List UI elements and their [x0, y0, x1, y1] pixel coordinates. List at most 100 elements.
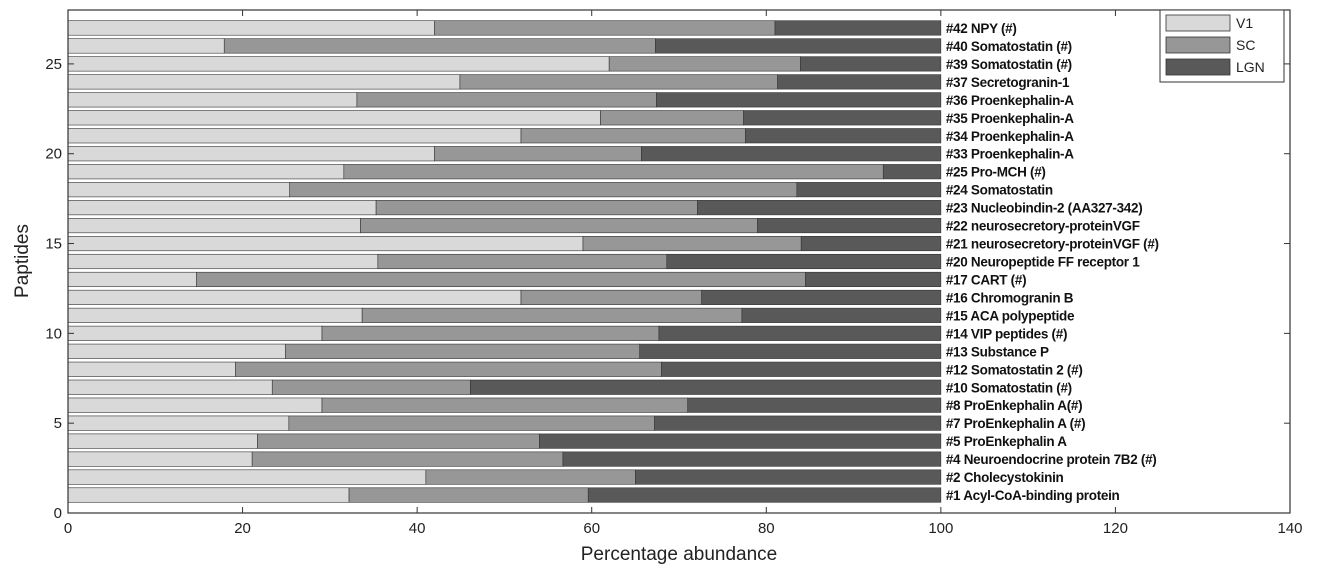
bar-segment-sc-5	[288, 415, 655, 431]
bar-segment-lgn-2	[635, 469, 942, 485]
bar-segment-v1-6	[67, 397, 323, 413]
bar-segment-lgn-9	[639, 343, 942, 359]
bar-segment-lgn-22	[743, 110, 942, 126]
bar-segment-v1-21	[67, 128, 522, 144]
bar-segment-v1-25	[67, 56, 610, 72]
bar-segment-v1-24	[67, 74, 461, 90]
bar-segment-lgn-25	[800, 56, 942, 72]
bar-segment-sc-14	[377, 253, 668, 270]
bar-label: #12 Somatostatin 2 (#)	[946, 362, 1083, 377]
y-tick-label: 25	[45, 56, 62, 73]
bar-segment-v1-15	[67, 235, 584, 252]
y-tick-label: 10	[45, 325, 62, 342]
bar-segment-lgn-12	[701, 289, 942, 305]
bar-label: #1 Acyl-CoA-binding protein	[946, 488, 1120, 503]
bar-segment-sc-20	[434, 146, 642, 162]
bar-segment-v1-1	[67, 487, 350, 503]
bar-segment-v1-18	[67, 182, 291, 198]
bar-label: #42 NPY (#)	[946, 21, 1017, 36]
bar-segment-lgn-18	[796, 182, 942, 198]
bar-label: #4 Neuroendocrine protein 7B2 (#)	[946, 452, 1157, 467]
bar-segment-lgn-4	[539, 433, 942, 449]
bar-label: #21 neurosecretory-proteinVGF (#)	[946, 237, 1159, 252]
bar-segment-sc-10	[321, 325, 660, 341]
bar-segment-sc-8	[235, 361, 662, 377]
bar-label: #20 Neuropeptide FF receptor 1	[946, 255, 1140, 270]
x-tick-label: 0	[64, 520, 72, 537]
bar-label: #37 Secretogranin-1	[946, 75, 1070, 90]
bar-segment-sc-25	[608, 56, 801, 72]
bar-segment-sc-13	[196, 271, 806, 288]
bar-segment-v1-7	[67, 379, 273, 395]
y-tick-label: 15	[45, 236, 62, 253]
bar-segment-lgn-14	[666, 253, 942, 270]
y-tick-label: 0	[54, 505, 62, 522]
bar-label: #2 Cholecystokinin	[946, 470, 1064, 485]
bar-segment-lgn-19	[882, 164, 942, 180]
bar-segment-sc-12	[520, 289, 702, 305]
legend: V1 SC LGN	[1159, 9, 1285, 83]
bar-segment-sc-11	[361, 307, 743, 323]
bar-segment-v1-19	[67, 164, 345, 180]
bar-segment-sc-18	[289, 182, 798, 198]
bar-segment-lgn-16	[757, 218, 942, 234]
bar-segment-sc-15	[582, 235, 802, 252]
bar-segment-sc-17	[375, 200, 698, 216]
bar-label: #8 ProEnkephalin A(#)	[946, 398, 1083, 413]
bar-segment-lgn-10	[658, 325, 942, 341]
x-tick-label: 40	[409, 520, 426, 537]
bar-segment-sc-22	[600, 110, 744, 126]
bar-label: #16 Chromogranin B	[946, 290, 1074, 305]
bar-segment-lgn-15	[800, 235, 942, 252]
bar-label: #34 Proenkephalin-A	[946, 129, 1074, 144]
bar-segment-sc-3	[251, 451, 564, 467]
bar-segment-lgn-6	[687, 397, 942, 413]
legend-swatch-sc	[1165, 36, 1231, 54]
bar-segment-sc-7	[271, 379, 471, 395]
bar-label: #17 CART (#)	[946, 272, 1026, 287]
bar-segment-sc-24	[459, 74, 778, 90]
bar-segment-sc-6	[321, 397, 689, 413]
bar-label: #5 ProEnkephalin A	[946, 434, 1067, 449]
x-tick-label: 120	[1103, 520, 1128, 537]
bar-segment-v1-8	[67, 361, 236, 377]
bar-segment-v1-14	[67, 253, 379, 270]
x-tick-label: 100	[928, 520, 953, 537]
y-axis: 0 5 10 15 20 25	[45, 56, 1290, 522]
x-tick-label: 20	[234, 520, 251, 537]
bar-segment-lgn-24	[777, 74, 942, 90]
bar-segment-v1-26	[67, 38, 225, 54]
bar-segment-v1-23	[67, 92, 358, 108]
bar-segment-lgn-13	[805, 271, 942, 288]
bar-label: #40 Somatostatin (#)	[946, 39, 1072, 54]
x-tick-label: 80	[758, 520, 775, 537]
bar-segment-v1-10	[67, 325, 323, 341]
bar-label: #36 Proenkephalin-A	[946, 93, 1074, 108]
legend-swatch-v1	[1165, 14, 1231, 32]
bar-segment-v1-12	[67, 289, 522, 305]
bar-segment-v1-3	[67, 451, 253, 467]
bar-segment-lgn-27	[774, 20, 942, 36]
bar-segment-sc-16	[360, 218, 758, 234]
bar-segment-sc-9	[285, 343, 641, 359]
bar-segment-lgn-23	[656, 92, 942, 108]
bar-segment-sc-19	[343, 164, 884, 180]
bar-segment-sc-26	[223, 38, 656, 54]
bar-label: #22 neurosecretory-proteinVGF	[946, 219, 1140, 234]
bar-label: #7 ProEnkephalin A (#)	[946, 416, 1085, 431]
bar-labels-layer: #1 Acyl-CoA-binding protein #2 Cholecysto…	[946, 21, 1159, 503]
bar-segment-v1-11	[67, 307, 363, 323]
bar-segment-v1-22	[67, 110, 601, 126]
bar-label: #15 ACA polypeptide	[946, 308, 1075, 323]
bars-layer	[67, 20, 942, 503]
bar-segment-lgn-17	[697, 200, 942, 216]
bar-segment-lgn-3	[562, 451, 942, 467]
plot-frame	[67, 9, 1291, 514]
bar-label: #25 Pro-MCH (#)	[946, 165, 1046, 180]
x-tick-label: 60	[583, 520, 600, 537]
bar-segment-v1-5	[67, 415, 290, 431]
x-tick-label: 140	[1277, 520, 1302, 537]
legend-label-lgn: LGN	[1236, 59, 1265, 75]
bar-segment-v1-27	[67, 20, 435, 36]
bar-segment-lgn-5	[654, 415, 942, 431]
